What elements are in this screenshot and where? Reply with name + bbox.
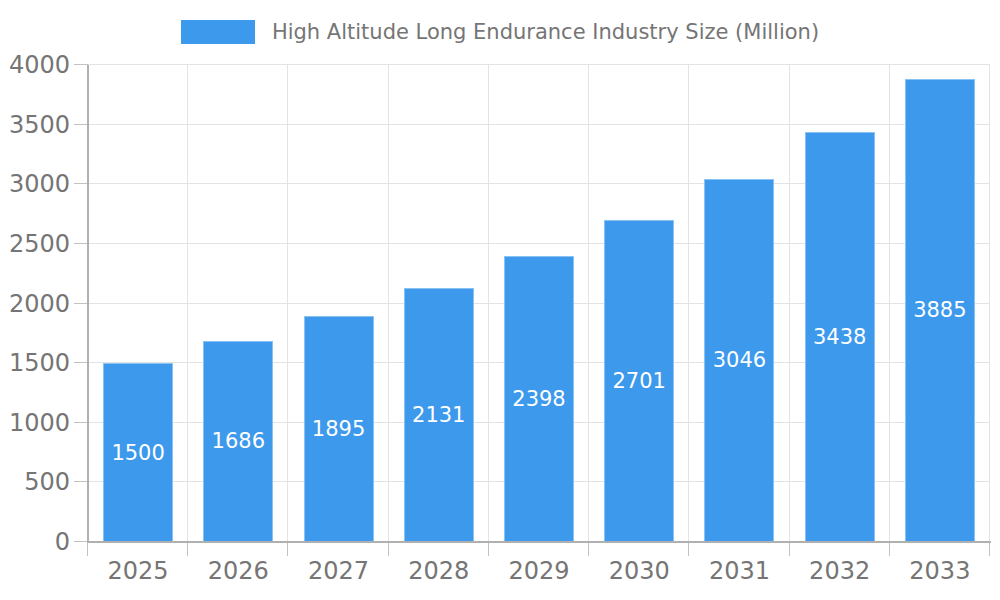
gridline-v — [789, 65, 790, 542]
x-axis-label: 2028 — [389, 556, 489, 586]
y-axis-tick — [74, 183, 88, 184]
x-axis-label: 2033 — [890, 556, 990, 586]
y-axis-label: 3000 — [6, 169, 70, 199]
gridline-v — [187, 65, 188, 542]
x-axis-line — [87, 541, 991, 543]
bar-value-label: 2701 — [612, 369, 665, 393]
y-axis-label: 1500 — [6, 348, 70, 378]
bar-value-label: 1895 — [312, 417, 365, 441]
gridline-v — [287, 65, 288, 542]
chart-legend[interactable]: High Altitude Long Endurance Industry Si… — [0, 14, 1000, 50]
x-axis-tick — [889, 542, 890, 556]
y-axis-tick — [74, 303, 88, 304]
x-axis-tick — [388, 542, 389, 556]
gridline-v — [488, 65, 489, 542]
gridline-h — [88, 64, 990, 65]
bar-value-label: 3885 — [913, 298, 966, 322]
bar-value-label: 2131 — [412, 403, 465, 427]
y-axis-label: 1000 — [6, 408, 70, 438]
legend-label: High Altitude Long Endurance Industry Si… — [272, 20, 819, 44]
gridline-v — [989, 65, 990, 542]
x-axis-tick — [789, 542, 790, 556]
x-axis-label: 2026 — [188, 556, 288, 586]
bar-2028[interactable]: 2131 — [404, 288, 474, 542]
x-axis-label: 2032 — [790, 556, 890, 586]
y-axis-label: 4000 — [6, 50, 70, 80]
x-axis-tick — [287, 542, 288, 556]
x-axis-label: 2025 — [88, 556, 188, 586]
bar-value-label: 1686 — [212, 429, 265, 453]
gridline-h — [88, 124, 990, 125]
y-axis-label: 3500 — [6, 110, 70, 140]
y-axis-tick — [74, 362, 88, 363]
bar-2026[interactable]: 1686 — [203, 341, 273, 542]
y-axis-label: 0 — [6, 527, 70, 557]
bar-2027[interactable]: 1895 — [304, 316, 374, 542]
gridline-v — [588, 65, 589, 542]
y-axis-line — [87, 65, 89, 542]
x-axis-label: 2031 — [689, 556, 789, 586]
x-axis-tick — [87, 542, 88, 556]
bar-chart: High Altitude Long Endurance Industry Si… — [0, 0, 1000, 600]
x-axis-tick — [488, 542, 489, 556]
x-axis-label: 2027 — [288, 556, 388, 586]
y-axis-label: 500 — [6, 467, 70, 497]
x-axis-label: 2029 — [489, 556, 589, 586]
bar-2033[interactable]: 3885 — [905, 79, 975, 542]
bar-value-label: 3438 — [813, 325, 866, 349]
gridline-v — [889, 65, 890, 542]
bar-value-label: 2398 — [512, 387, 565, 411]
legend-swatch-icon — [181, 20, 255, 44]
bar-2031[interactable]: 3046 — [704, 179, 774, 542]
y-axis-label: 2500 — [6, 229, 70, 259]
gridline-v — [388, 65, 389, 542]
x-axis-tick — [989, 542, 990, 556]
y-axis-tick — [74, 481, 88, 482]
bar-2029[interactable]: 2398 — [504, 256, 574, 542]
bar-value-label: 3046 — [713, 348, 766, 372]
x-axis-label: 2030 — [589, 556, 689, 586]
bar-2030[interactable]: 2701 — [604, 220, 674, 542]
y-axis-tick — [74, 64, 88, 65]
bar-2025[interactable]: 1500 — [103, 363, 173, 542]
bar-value-label: 1500 — [111, 441, 164, 465]
bar-2032[interactable]: 3438 — [805, 132, 875, 542]
y-axis-tick — [74, 422, 88, 423]
y-axis-tick — [74, 124, 88, 125]
y-axis-tick — [74, 541, 88, 542]
x-axis-tick — [688, 542, 689, 556]
y-axis-tick — [74, 243, 88, 244]
y-axis-label: 2000 — [6, 289, 70, 319]
gridline-v — [688, 65, 689, 542]
x-axis-tick — [187, 542, 188, 556]
x-axis-tick — [588, 542, 589, 556]
